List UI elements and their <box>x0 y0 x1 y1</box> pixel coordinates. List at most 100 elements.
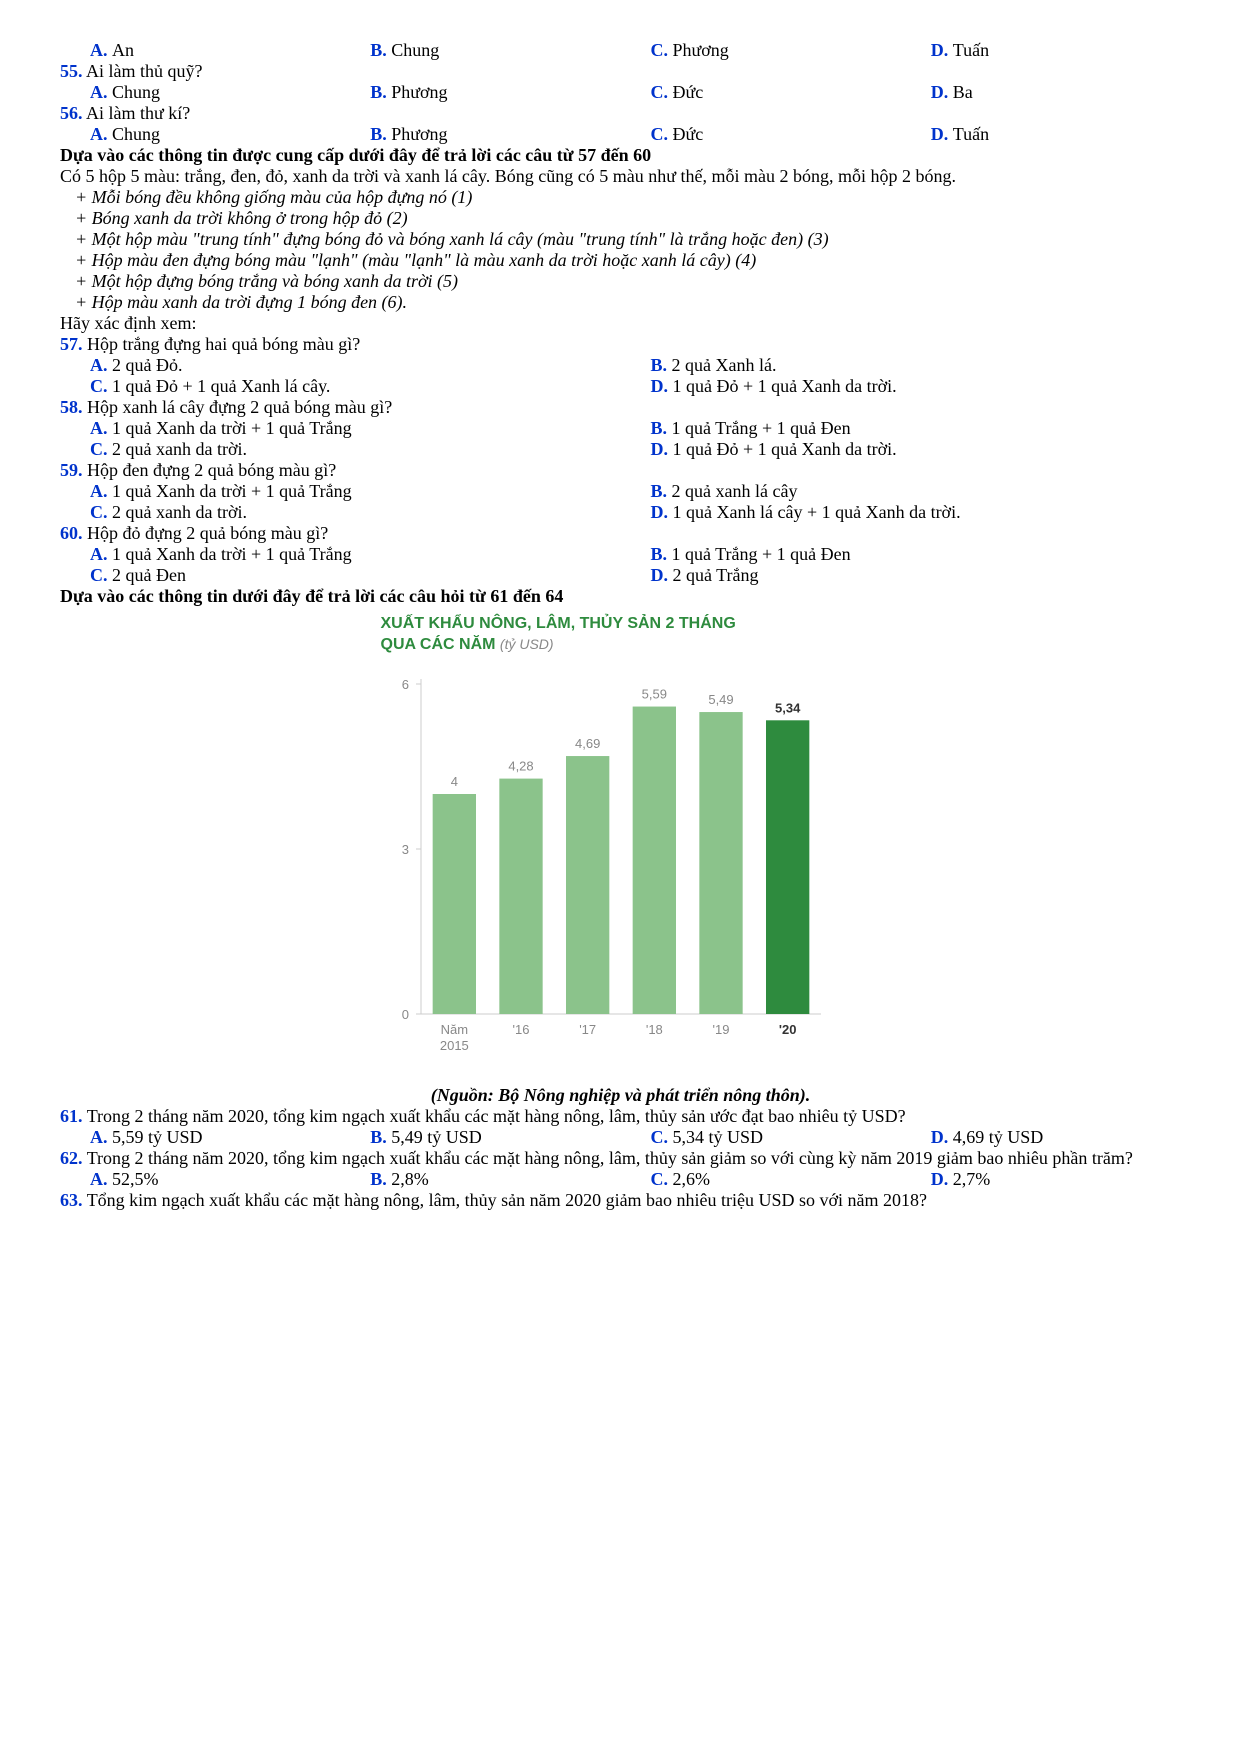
opt-a: A. Chung <box>60 82 340 103</box>
q-text: Ai làm thủ quỹ? <box>86 61 202 81</box>
chart-source: (Nguồn: Bộ Nông nghiệp và phát triển nôn… <box>60 1085 1181 1106</box>
opt-letter: D. <box>931 40 953 60</box>
opt-b: B. Chung <box>340 40 620 61</box>
opt-c: C. 2 quả xanh da trời. <box>60 439 621 460</box>
opt-b: B. 2,8% <box>340 1169 620 1190</box>
svg-text:5,34: 5,34 <box>775 700 801 715</box>
opt-letter: B. <box>370 40 391 60</box>
clue-6: + Hộp màu xanh da trời đựng 1 bóng đen (… <box>60 292 1181 313</box>
opt-c: C. 5,34 tỷ USD <box>621 1127 901 1148</box>
q58: 58. Hộp xanh lá cây đựng 2 quả bóng màu … <box>60 397 1181 418</box>
svg-text:4,28: 4,28 <box>508 759 533 774</box>
opt-d: D. 2,7% <box>901 1169 1181 1190</box>
q-text: Hộp xanh lá cây đựng 2 quả bóng màu gì? <box>87 397 392 417</box>
opt-text: 5,49 tỷ USD <box>391 1127 482 1147</box>
opt-text: Phương <box>391 124 447 144</box>
opt-d: D. Tuấn <box>901 124 1181 145</box>
opt-text: 1 quả Trắng + 1 quả Đen <box>672 418 851 438</box>
opt-letter: A. <box>90 418 112 438</box>
svg-text:'16: '16 <box>512 1022 529 1037</box>
opt-text: 1 quả Đỏ + 1 quả Xanh da trời. <box>673 439 897 459</box>
opt-letter: C. <box>651 40 673 60</box>
export-chart: XUẤT KHẨU NÔNG, LÂM, THỦY SẢN 2 THÁNG QU… <box>381 615 861 1079</box>
q55: 55. Ai làm thủ quỹ? <box>60 61 1181 82</box>
opt-text: Chung <box>391 40 439 60</box>
opt-a: A. 52,5% <box>60 1169 340 1190</box>
opt-b: B. 1 quả Trắng + 1 quả Đen <box>621 418 1182 439</box>
q-number: 58. <box>60 397 83 417</box>
opt-d: D. 1 quả Đỏ + 1 quả Xanh da trời. <box>621 376 1182 397</box>
opt-letter: A. <box>90 124 112 144</box>
opt-text: 5,59 tỷ USD <box>112 1127 203 1147</box>
clue-1: + Mỗi bóng đều không giống màu của hộp đ… <box>60 187 1181 208</box>
opt-b: B. 2 quả Xanh lá. <box>621 355 1182 376</box>
opt-text: An <box>112 40 134 60</box>
q61: 61. Trong 2 tháng năm 2020, tổng kim ngạ… <box>60 1106 1181 1127</box>
q57-row1: A. 2 quả Đỏ. B. 2 quả Xanh lá. <box>60 355 1181 376</box>
q58-row2: C. 2 quả xanh da trời. D. 1 quả Đỏ + 1 q… <box>60 439 1181 460</box>
opt-d: D. 4,69 tỷ USD <box>901 1127 1181 1148</box>
opt-a: A. 1 quả Xanh da trời + 1 quả Trắng <box>60 481 621 502</box>
q-text: Trong 2 tháng năm 2020, tổng kim ngạch x… <box>87 1148 1133 1168</box>
svg-text:5,49: 5,49 <box>708 692 733 707</box>
opt-letter: C. <box>651 1169 673 1189</box>
opt-d: D. 1 quả Xanh lá cây + 1 quả Xanh da trờ… <box>621 502 1182 523</box>
chart-subtitle: QUA CÁC NĂM (tỷ USD) <box>381 633 861 654</box>
opt-a: A. An <box>60 40 340 61</box>
opt-letter: C. <box>90 502 112 522</box>
opt-text: 52,5% <box>112 1169 159 1189</box>
svg-text:'19: '19 <box>712 1022 729 1037</box>
opt-letter: B. <box>651 544 672 564</box>
q-text: Trong 2 tháng năm 2020, tổng kim ngạch x… <box>87 1106 906 1126</box>
clue-4: + Hộp màu đen đựng bóng màu "lạnh" (màu … <box>60 250 1181 271</box>
opt-letter: B. <box>651 418 672 438</box>
opt-letter: D. <box>931 1127 953 1147</box>
opt-letter: A. <box>90 544 112 564</box>
svg-text:6: 6 <box>401 677 408 692</box>
clue-3: + Một hộp màu "trung tính" đựng bóng đỏ … <box>60 229 1181 250</box>
opt-letter: B. <box>651 481 672 501</box>
opt-text: 1 quả Xanh da trời + 1 quả Trắng <box>112 544 352 564</box>
q59-row2: C. 2 quả xanh da trời. D. 1 quả Xanh lá … <box>60 502 1181 523</box>
opt-text: 4,69 tỷ USD <box>953 1127 1044 1147</box>
opt-letter: D. <box>931 82 953 102</box>
opt-a: A. 2 quả Đỏ. <box>60 355 621 376</box>
opt-text: 2 quả Đỏ. <box>112 355 183 375</box>
q-number: 61. <box>60 1106 83 1126</box>
svg-text:'18: '18 <box>645 1022 662 1037</box>
q-number: 59. <box>60 460 83 480</box>
svg-text:4,69: 4,69 <box>575 736 600 751</box>
opt-text: 5,34 tỷ USD <box>673 1127 764 1147</box>
q-number: 63. <box>60 1190 83 1210</box>
q61-options: A. 5,59 tỷ USD B. 5,49 tỷ USD C. 5,34 tỷ… <box>60 1127 1181 1148</box>
opt-letter: D. <box>931 124 953 144</box>
q60-row1: A. 1 quả Xanh da trời + 1 quả Trắng B. 1… <box>60 544 1181 565</box>
opt-d: D. 1 quả Đỏ + 1 quả Xanh da trời. <box>621 439 1182 460</box>
opt-letter: B. <box>370 124 391 144</box>
opt-letter: C. <box>651 124 673 144</box>
q59: 59. Hộp đen đựng 2 quả bóng màu gì? <box>60 460 1181 481</box>
opt-text: 2 quả xanh lá cây <box>672 481 798 501</box>
q-text: Ai làm thư kí? <box>86 103 190 123</box>
chart-subtitle-prefix: QUA CÁC NĂM <box>381 636 500 653</box>
q-text: Hộp đỏ đựng 2 quả bóng màu gì? <box>87 523 328 543</box>
opt-letter: D. <box>651 502 673 522</box>
opt-c: C. Đức <box>621 124 901 145</box>
section1-intro: Có 5 hộp 5 màu: trắng, đen, đỏ, xanh da … <box>60 166 1181 187</box>
opt-b: B. Phương <box>340 124 620 145</box>
opt-text: 1 quả Đỏ + 1 quả Xanh lá cây. <box>112 376 330 396</box>
opt-letter: C. <box>651 1127 673 1147</box>
chart-svg: 0364Năm20154,28'164,69'175,59'185,49'195… <box>381 654 841 1074</box>
opt-text: 2,7% <box>953 1169 991 1189</box>
q55-options: A. Chung B. Phương C. Đức D. Ba <box>60 82 1181 103</box>
clue-5: + Một hộp đựng bóng trắng và bóng xanh d… <box>60 271 1181 292</box>
q59-row1: A. 1 quả Xanh da trời + 1 quả Trắng B. 2… <box>60 481 1181 502</box>
q-number: 60. <box>60 523 83 543</box>
q54-options: A. An B. Chung C. Phương D. Tuấn <box>60 40 1181 61</box>
opt-c: C. 2 quả xanh da trời. <box>60 502 621 523</box>
opt-letter: A. <box>90 481 112 501</box>
opt-c: C. Phương <box>621 40 901 61</box>
opt-text: 1 quả Trắng + 1 quả Đen <box>672 544 851 564</box>
opt-letter: A. <box>90 1169 112 1189</box>
q56-options: A. Chung B. Phương C. Đức D. Tuấn <box>60 124 1181 145</box>
